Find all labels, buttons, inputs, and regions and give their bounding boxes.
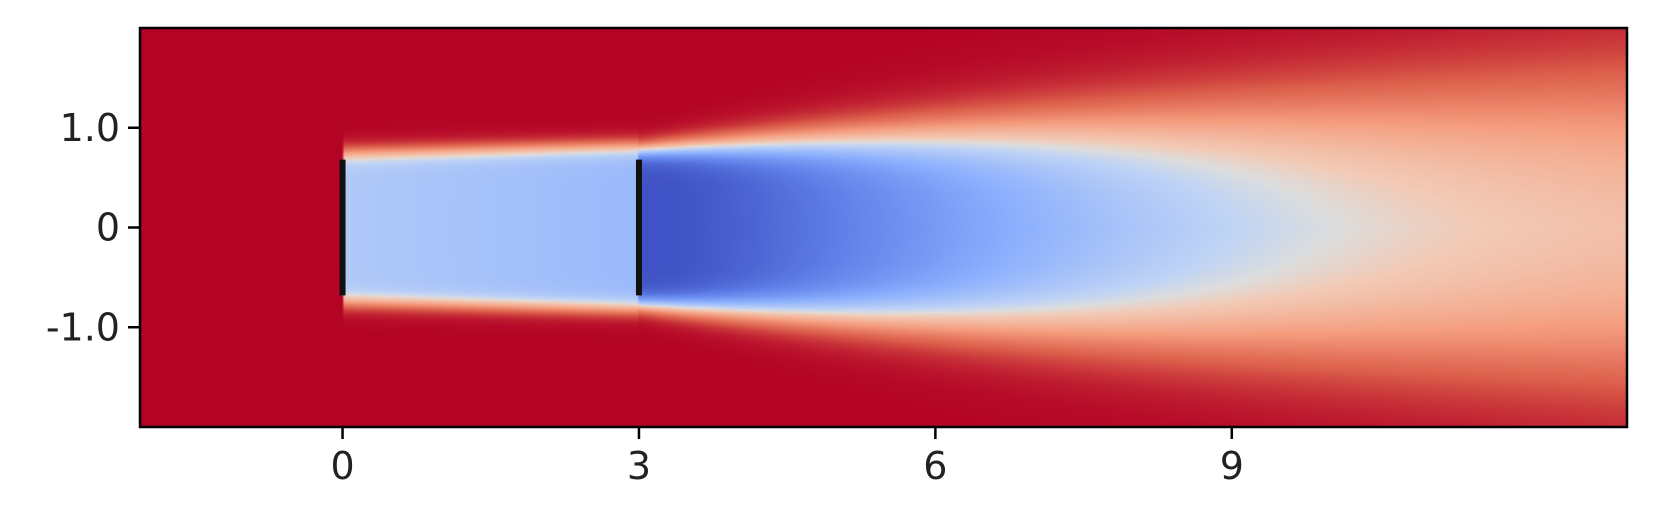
field-heatmap bbox=[140, 28, 1627, 427]
plot-area bbox=[140, 28, 1627, 427]
barrier-bars bbox=[339, 159, 642, 296]
x-tick-label: 0 bbox=[330, 444, 354, 488]
x-axis: 0 3 6 9 bbox=[330, 427, 1244, 488]
y-axis: 1.0 0 -1.0 bbox=[46, 106, 140, 349]
x-tick-label: 9 bbox=[1220, 444, 1244, 488]
y-tick-label: 1.0 bbox=[60, 106, 120, 150]
y-tick-label: -1.0 bbox=[46, 305, 120, 349]
x-tick-label: 3 bbox=[627, 444, 651, 488]
y-tick-label: 0 bbox=[96, 206, 120, 250]
x-tick-label: 6 bbox=[923, 444, 947, 488]
